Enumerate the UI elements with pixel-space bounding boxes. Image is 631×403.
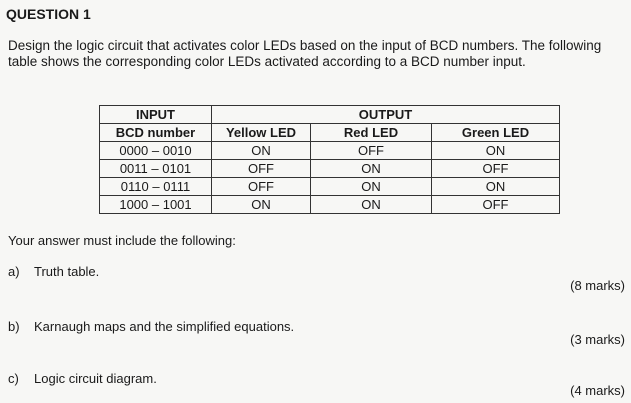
table-row: 0000 – 0010 ON OFF ON bbox=[99, 141, 560, 160]
table-row: 0011 – 0101 OFF ON OFF bbox=[99, 159, 560, 178]
cell: ON bbox=[310, 159, 432, 178]
cell: 1000 – 1001 bbox=[99, 195, 212, 214]
cell: ON bbox=[211, 141, 311, 160]
part-c-text: Logic circuit diagram. bbox=[34, 371, 157, 386]
cell: 0000 – 0010 bbox=[99, 141, 212, 160]
cell: 0110 – 0111 bbox=[99, 177, 212, 196]
part-b-text: Karnaugh maps and the simplified equatio… bbox=[34, 319, 295, 334]
cell: 0011 – 0101 bbox=[99, 159, 212, 178]
cell: OFF bbox=[211, 177, 311, 196]
cell: ON bbox=[310, 177, 432, 196]
cell: OFF bbox=[211, 159, 311, 178]
header-green: Green LED bbox=[431, 123, 560, 142]
part-a-marks: (8 marks) bbox=[570, 278, 625, 293]
cell: ON bbox=[431, 177, 560, 196]
header-yellow: Yellow LED bbox=[211, 123, 311, 142]
question-title: QUESTION 1 bbox=[6, 6, 91, 22]
led-table: INPUT OUTPUT BCD number Yellow LED Red L… bbox=[99, 105, 560, 214]
header-bcd: BCD number bbox=[99, 123, 212, 142]
question-intro: Design the logic circuit that activates … bbox=[8, 38, 602, 69]
cell: OFF bbox=[431, 195, 560, 214]
header-red: Red LED bbox=[310, 123, 432, 142]
part-b-label: b) bbox=[8, 319, 20, 334]
part-a-text: Truth table. bbox=[34, 264, 100, 279]
group-header-input: INPUT bbox=[99, 105, 212, 124]
part-c-label: c) bbox=[8, 371, 19, 386]
table-row: 1000 – 1001 ON ON OFF bbox=[99, 195, 560, 214]
part-c-marks: (4 marks) bbox=[570, 383, 625, 398]
cell: ON bbox=[431, 141, 560, 160]
table-row: 0110 – 0111 OFF ON ON bbox=[99, 177, 560, 196]
part-a-label: a) bbox=[8, 264, 20, 279]
cell: ON bbox=[211, 195, 311, 214]
part-b-marks: (3 marks) bbox=[570, 332, 625, 347]
answer-intro: Your answer must include the following: bbox=[8, 233, 236, 248]
cell: OFF bbox=[310, 141, 432, 160]
cell: ON bbox=[310, 195, 432, 214]
cell: OFF bbox=[431, 159, 560, 178]
group-header-output: OUTPUT bbox=[211, 105, 560, 124]
